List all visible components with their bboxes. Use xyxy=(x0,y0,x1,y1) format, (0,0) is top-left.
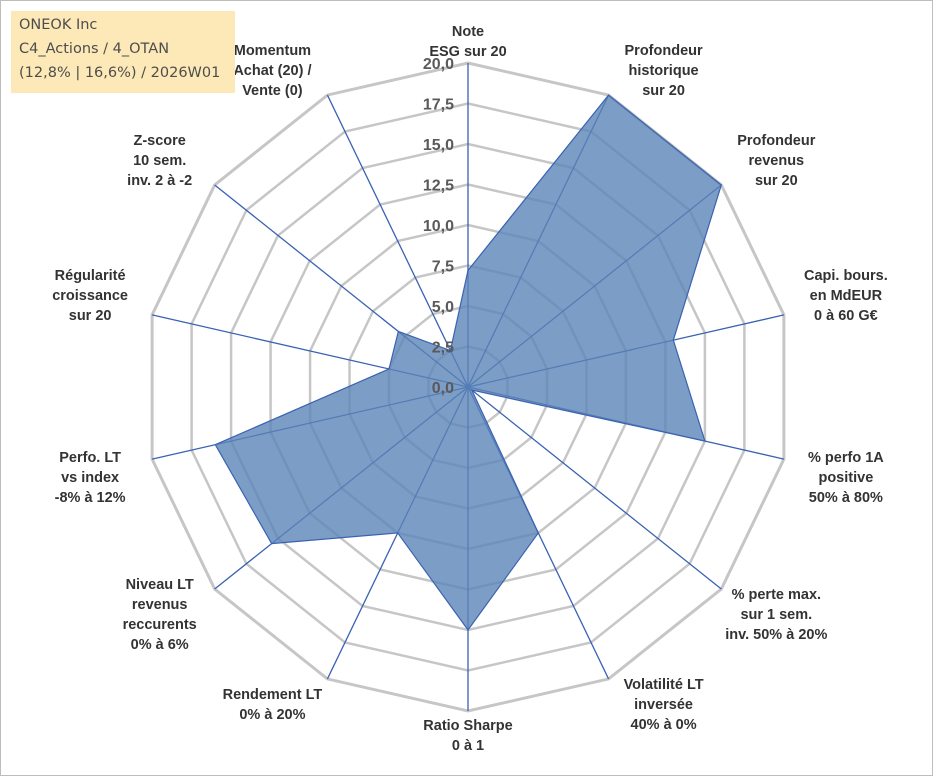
category-label: Note ESG sur 20 xyxy=(429,24,506,60)
chart-title-box: ONEOK Inc C4_Actions / 4_OTAN (12,8% | 1… xyxy=(11,11,235,93)
tick-label: 17,5 xyxy=(423,97,454,114)
category-label: Volatilité LT inversée 40% à 0% xyxy=(624,677,704,733)
category-label: Profondeur revenus sur 20 xyxy=(737,133,815,189)
series-area-0 xyxy=(214,94,723,632)
tick-label: 15,0 xyxy=(423,137,454,154)
category-label: Momentum Achat (20) / Vente (0) xyxy=(233,43,311,99)
category-label: % perfo 1A positive 50% à 80% xyxy=(808,450,884,506)
tick-label: 20,0 xyxy=(423,56,454,73)
tick-label: 7,5 xyxy=(432,259,454,276)
tick-label: 12,5 xyxy=(423,178,454,195)
tick-label: 0,0 xyxy=(432,380,454,397)
category-labels: Note ESG sur 20 Profondeur historique sur 20… xyxy=(52,24,888,754)
tick-label: 2,5 xyxy=(432,340,454,357)
tick-label: 5,0 xyxy=(432,299,454,316)
category-label: Ratio Sharpe 0 à 1 xyxy=(423,718,512,754)
radar-series xyxy=(214,94,723,632)
title-line-company: ONEOK Inc xyxy=(19,17,98,33)
radial-tick-labels: 0,0 2,5 5,0 7,5 10,0 12,5 15,0 17,5 20,0 xyxy=(423,56,454,397)
axis-spoke-13 xyxy=(326,94,469,388)
category-label: % perte max. sur 1 sem. inv. 50% à 20% xyxy=(725,587,827,643)
category-label: Capi. bours. en MdEUR 0 à 60 G€ xyxy=(804,268,888,324)
axis-spoke-5 xyxy=(467,386,722,590)
title-line-portfolio: C4_Actions / 4_OTAN xyxy=(19,41,170,57)
tick-label: 10,0 xyxy=(423,218,454,235)
category-label: Niveau LT revenus reccurents 0% à 6% xyxy=(123,577,197,653)
category-label: Régularité croissance sur 20 xyxy=(52,268,128,324)
category-label: Profondeur historique sur 20 xyxy=(625,43,703,99)
category-label: Rendement LT 0% à 20% xyxy=(223,687,323,723)
title-line-period: (12,8% | 16,6%) / 2026W01 xyxy=(19,65,221,81)
category-label: Z-score 10 sem. inv. 2 à -2 xyxy=(127,133,192,189)
category-label: Perfo. LT vs index -8% à 12% xyxy=(55,450,126,506)
